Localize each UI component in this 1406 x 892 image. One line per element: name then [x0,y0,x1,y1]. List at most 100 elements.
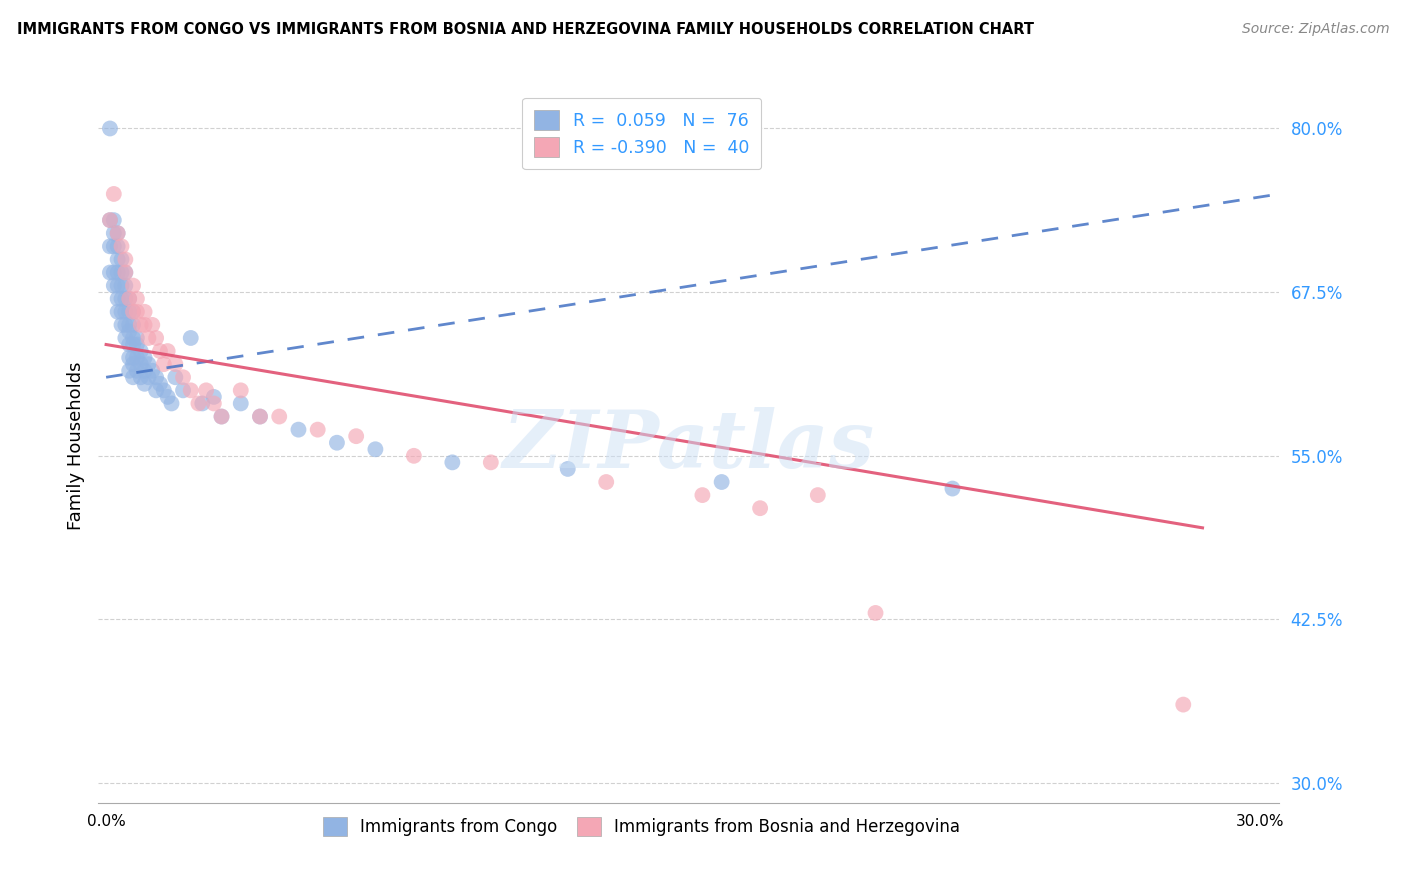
Point [156,344,179,359]
Point [125,351,148,365]
Point [125,305,148,319]
Point [172,370,194,384]
Point [557,462,579,476]
Point [98,239,121,253]
Point [98,266,121,280]
Point [122,305,145,319]
Point [249,409,271,424]
Point [149,344,172,359]
Point [103,186,125,201]
Point [202,390,225,404]
Point [134,351,156,365]
Point [122,318,145,332]
Point [118,292,141,306]
Point [110,278,132,293]
Point [153,384,176,398]
Point [211,409,233,424]
Point [941,482,963,496]
Point [1173,698,1195,712]
Point [114,266,136,280]
Point [107,305,129,319]
Point [479,455,502,469]
Point [307,423,329,437]
Point [103,213,125,227]
Point [138,357,160,371]
Point [125,331,148,345]
Point [145,384,167,398]
Point [114,305,136,319]
Point [118,325,141,339]
Point [344,429,367,443]
Point [595,475,617,489]
Point [202,396,225,410]
Point [103,239,125,253]
Point [107,226,129,240]
Point [110,292,132,306]
Point [122,370,145,384]
Point [107,292,129,306]
Point [134,305,156,319]
Point [107,266,129,280]
Text: ZIPatlas: ZIPatlas [503,408,875,484]
Point [98,121,121,136]
Point [118,337,141,351]
Point [172,384,194,398]
Legend: Immigrants from Congo, Immigrants from Bosnia and Herzegovina: Immigrants from Congo, Immigrants from B… [312,805,972,848]
Point [326,435,349,450]
Point [153,357,176,371]
Point [138,370,160,384]
Point [98,213,121,227]
Point [160,396,183,410]
Point [229,396,252,410]
Point [165,370,187,384]
Point [118,292,141,306]
Point [107,226,129,240]
Point [141,364,163,378]
Point [129,344,152,359]
Point [110,266,132,280]
Point [141,318,163,332]
Y-axis label: Family Households: Family Households [66,362,84,530]
Point [118,318,141,332]
Point [107,278,129,293]
Point [125,292,148,306]
Point [110,318,132,332]
Point [114,318,136,332]
Point [134,364,156,378]
Point [749,501,772,516]
Point [710,475,733,489]
Point [107,252,129,267]
Point [114,278,136,293]
Point [98,213,121,227]
Point [145,331,167,345]
Point [110,305,132,319]
Point [807,488,830,502]
Point [118,351,141,365]
Point [402,449,425,463]
Point [122,305,145,319]
Point [114,292,136,306]
Point [195,384,218,398]
Point [249,409,271,424]
Point [180,384,202,398]
Text: Source: ZipAtlas.com: Source: ZipAtlas.com [1241,22,1389,37]
Point [114,331,136,345]
Point [145,370,167,384]
Point [269,409,291,424]
Point [118,364,141,378]
Point [211,409,233,424]
Point [125,364,148,378]
Point [110,239,132,253]
Point [156,390,179,404]
Point [122,357,145,371]
Point [114,252,136,267]
Point [110,252,132,267]
Point [129,370,152,384]
Point [180,331,202,345]
Point [118,305,141,319]
Point [129,357,152,371]
Point [441,455,464,469]
Point [692,488,714,502]
Point [103,226,125,240]
Point [191,396,214,410]
